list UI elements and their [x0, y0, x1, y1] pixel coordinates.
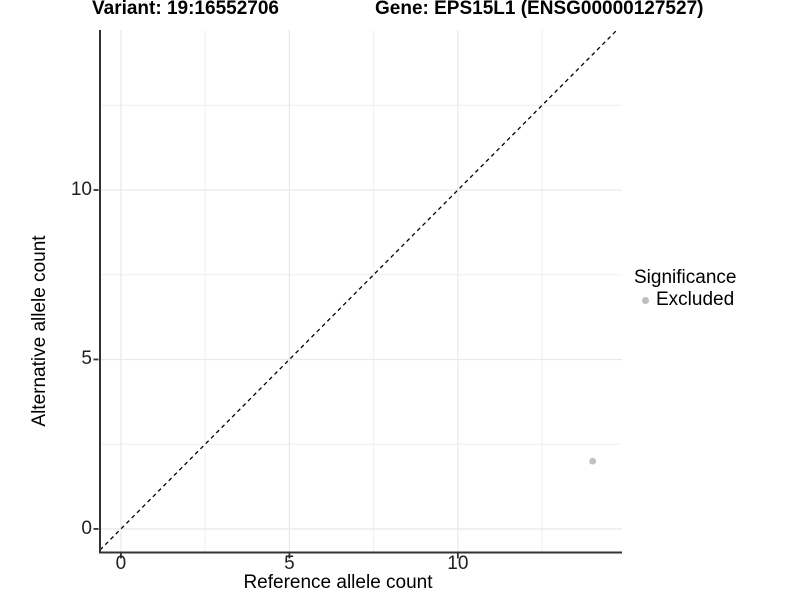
- legend: Significance Excluded: [634, 266, 736, 311]
- x-tick-label: 5: [284, 553, 295, 574]
- variant-title: Variant: 19:16552706: [92, 0, 279, 19]
- y-tick-label: 0: [81, 517, 92, 539]
- legend-title: Significance: [634, 267, 737, 288]
- identity-dashed-line: [99, 29, 618, 551]
- y-axis-title: Alternative allele count: [29, 235, 50, 427]
- x-tick-label: 0: [115, 553, 127, 574]
- legend-item-label: Excluded: [656, 289, 735, 310]
- x-tick-label: 10: [447, 553, 469, 574]
- x-axis-title: Reference allele count: [243, 572, 433, 593]
- legend-item-excluded: Excluded: [634, 289, 736, 311]
- gene-title: Gene: EPS15L1 (ENSG00000127527): [375, 0, 704, 19]
- y-tick-label: 10: [70, 178, 92, 200]
- y-tick-label: 5: [81, 348, 92, 370]
- excluded-point-swatch-icon: [642, 296, 649, 304]
- data-point: [589, 457, 597, 465]
